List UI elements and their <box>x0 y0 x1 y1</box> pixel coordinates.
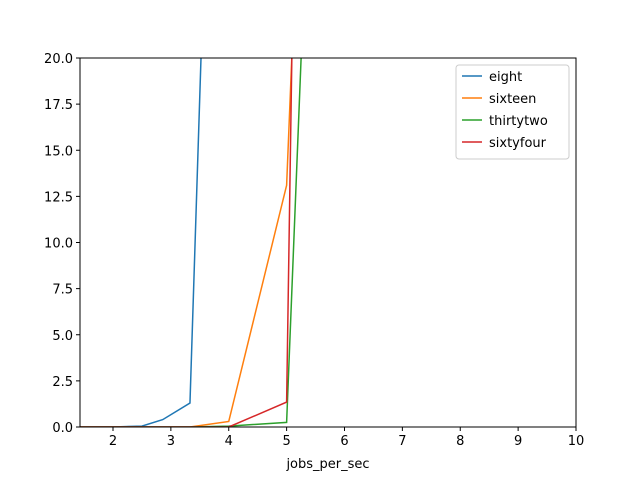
y-tick-label: 12.5 <box>44 190 73 205</box>
y-tick-label: 5.0 <box>52 329 73 344</box>
series-line <box>80 58 293 427</box>
y-tick-label: 0.0 <box>52 421 73 436</box>
series-line <box>80 58 202 427</box>
y-tick-label: 20.0 <box>44 52 73 67</box>
series-line <box>80 58 293 427</box>
series-line <box>80 58 302 427</box>
x-tick-label: 9 <box>514 434 522 449</box>
x-tick-label: 4 <box>225 434 233 449</box>
y-tick-label: 7.5 <box>52 283 73 298</box>
plot-area <box>80 58 302 427</box>
y-tick-label: 17.5 <box>44 98 73 113</box>
x-tick-label: 2 <box>109 434 117 449</box>
legend-label: sixteen <box>489 92 536 107</box>
x-tick-label: 3 <box>167 434 175 449</box>
legend-label: eight <box>489 70 522 85</box>
legend-label: thirtytwo <box>489 114 548 129</box>
legend-label: sixtyfour <box>489 136 547 151</box>
x-tick-label: 7 <box>398 434 406 449</box>
x-tick-label: 8 <box>456 434 464 449</box>
y-tick-label: 15.0 <box>44 144 73 159</box>
x-axis-label: jobs_per_sec <box>285 457 369 472</box>
x-tick-label: 5 <box>282 434 290 449</box>
legend-box <box>455 64 570 160</box>
y-tick-label: 10.0 <box>44 237 73 252</box>
x-tick-label: 10 <box>568 434 585 449</box>
y-tick-label: 2.5 <box>52 375 73 390</box>
x-tick-label: 6 <box>340 434 348 449</box>
